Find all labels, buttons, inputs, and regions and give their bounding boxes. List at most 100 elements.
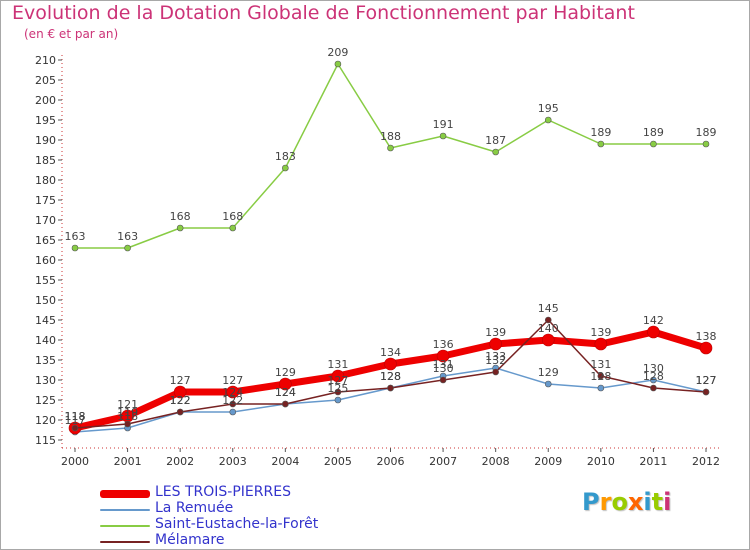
legend-label: La Remuée — [155, 500, 234, 516]
data-label: 130 — [433, 362, 454, 375]
data-label: 127 — [170, 374, 191, 387]
data-label: 188 — [380, 130, 401, 143]
x-tick-label: 2012 — [692, 455, 720, 468]
data-label: 125 — [327, 382, 348, 395]
legend-swatch — [100, 509, 150, 511]
logo-letter: t — [651, 488, 664, 516]
data-label: 138 — [696, 330, 717, 343]
data-point — [387, 144, 394, 152]
y-tick-label: 195 — [35, 114, 56, 127]
y-tick-label: 185 — [35, 154, 56, 167]
y-tick-label: 205 — [35, 74, 56, 87]
x-tick-label: 2001 — [114, 455, 142, 468]
y-tick-label: 125 — [35, 394, 56, 407]
y-tick-label: 200 — [35, 94, 56, 107]
data-point — [71, 424, 79, 432]
data-point — [334, 60, 342, 68]
data-label: 136 — [433, 338, 454, 351]
data-point — [439, 132, 447, 140]
y-tick-label: 190 — [35, 134, 56, 147]
data-point — [279, 377, 292, 391]
x-tick-label: 2008 — [482, 455, 510, 468]
chart-subtitle: (en € et par an) — [24, 27, 119, 41]
data-point — [544, 116, 552, 124]
y-tick-label: 160 — [35, 254, 56, 267]
data-point — [176, 408, 184, 416]
data-label: 118 — [117, 410, 138, 423]
data-point — [334, 388, 342, 396]
logo-letter: i — [663, 488, 672, 516]
data-label: 128 — [590, 370, 611, 383]
data-label: 124 — [275, 386, 296, 399]
data-point — [597, 372, 605, 380]
data-point — [702, 140, 710, 148]
data-point — [439, 376, 447, 384]
x-tick-label: 2011 — [639, 455, 667, 468]
y-tick-label: 115 — [35, 434, 56, 447]
logo-letter: o — [611, 488, 628, 516]
proxiti-logo: Proxiti — [582, 488, 671, 516]
data-point — [541, 333, 555, 347]
data-label: 122 — [222, 394, 243, 407]
y-tick-label: 155 — [35, 274, 56, 287]
data-label: 121 — [117, 398, 138, 411]
logo-letter: i — [643, 488, 652, 516]
data-point — [699, 341, 713, 355]
data-label: 127 — [696, 374, 717, 387]
data-point — [650, 376, 657, 384]
data-label: 209 — [327, 46, 348, 59]
data-point — [594, 337, 608, 351]
data-point — [229, 408, 237, 416]
y-tick-label: 170 — [35, 214, 56, 227]
data-label: 130 — [643, 362, 664, 375]
data-point — [544, 380, 552, 388]
logo-letter: P — [582, 488, 600, 516]
legend-label: Saint-Eustache-la-Forêt — [155, 516, 319, 532]
data-point — [124, 420, 131, 428]
data-label: 128 — [380, 370, 401, 383]
data-point — [282, 164, 289, 172]
data-point — [176, 224, 184, 232]
data-label: 140 — [538, 322, 559, 335]
data-point — [650, 140, 657, 148]
x-tick-label: 2000 — [61, 455, 89, 468]
legend-label: Mélamare — [155, 532, 225, 548]
data-label: 191 — [433, 118, 454, 131]
y-tick-label: 140 — [35, 334, 56, 347]
data-point — [226, 385, 240, 399]
data-label: 189 — [696, 126, 717, 139]
data-label: 195 — [538, 102, 559, 115]
y-tick-label: 150 — [35, 294, 56, 307]
x-tick-label: 2006 — [377, 455, 405, 468]
y-tick-label: 145 — [35, 314, 56, 327]
data-label: 118 — [65, 410, 86, 423]
data-label: 117 — [65, 414, 86, 427]
data-point — [229, 400, 237, 408]
data-point — [384, 357, 397, 371]
data-point — [489, 337, 502, 351]
data-point — [650, 384, 657, 392]
data-point — [331, 369, 345, 383]
data-label: 139 — [485, 326, 506, 339]
data-label: 131 — [433, 358, 454, 371]
y-tick-label: 180 — [35, 174, 56, 187]
logo-letter: r — [599, 488, 612, 516]
data-label: 127 — [696, 374, 717, 387]
data-label: 168 — [222, 210, 243, 223]
data-point — [229, 224, 237, 232]
data-label: 145 — [538, 302, 559, 315]
data-label: 122 — [170, 394, 191, 407]
data-label: 129 — [538, 366, 559, 379]
data-label: 127 — [222, 374, 243, 387]
data-label: 131 — [590, 358, 611, 371]
x-tick-label: 2004 — [271, 455, 299, 468]
logo-letter: x — [627, 488, 644, 516]
legend-swatch — [100, 490, 150, 498]
data-label: 183 — [275, 150, 296, 163]
data-label: 119 — [117, 406, 138, 419]
legend-swatch — [100, 541, 150, 543]
data-label: 168 — [170, 210, 191, 223]
data-label: 131 — [327, 358, 348, 371]
x-tick-label: 2003 — [219, 455, 247, 468]
